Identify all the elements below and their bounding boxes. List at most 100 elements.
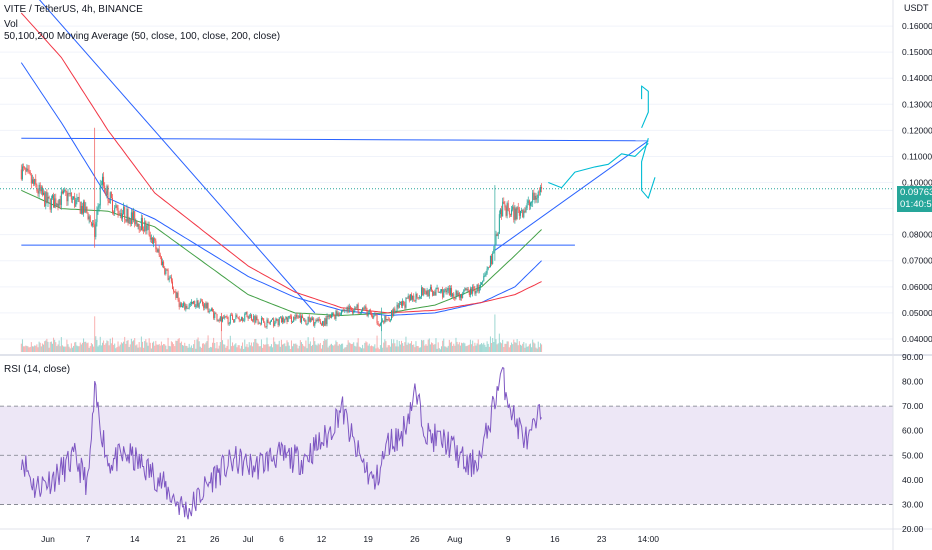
volume-bar xyxy=(477,339,479,352)
volume-bar xyxy=(236,347,238,352)
candle-body xyxy=(225,316,227,318)
volume-bar xyxy=(419,347,421,352)
volume-bar xyxy=(363,348,365,352)
volume-bar xyxy=(260,339,262,352)
volume-bar xyxy=(99,336,101,352)
rsi-axis[interactable]: 20.00 30.00 40.00 50.00 60.00 70.00 80.00 90.00 xyxy=(902,352,924,534)
candle-body xyxy=(305,320,307,325)
candle-body xyxy=(48,196,50,199)
volume-bar xyxy=(508,347,510,352)
candle-body xyxy=(401,301,403,306)
volume-bar xyxy=(451,341,453,352)
candle-body xyxy=(446,290,448,293)
candle-body xyxy=(423,288,425,296)
volume-bar xyxy=(408,343,410,352)
candle-body xyxy=(187,307,189,309)
volume-bar xyxy=(407,342,409,352)
candle-body xyxy=(260,318,262,324)
candle-body xyxy=(266,319,268,327)
candle-body xyxy=(175,291,177,298)
candle-body xyxy=(95,222,97,237)
candle-body xyxy=(297,316,299,318)
candle-body xyxy=(253,316,255,321)
volume-bar xyxy=(155,340,157,352)
volume-bar xyxy=(269,346,271,352)
volume-bar xyxy=(31,346,33,352)
candle-body xyxy=(268,322,270,324)
volume-bar xyxy=(336,342,338,352)
candle-body xyxy=(35,179,37,185)
candle-body xyxy=(202,301,204,305)
candle-body xyxy=(86,206,88,213)
candle-body xyxy=(523,210,525,218)
volume-bar xyxy=(178,338,180,352)
volume-bar xyxy=(429,344,431,352)
ma-legend[interactable]: 50,100,200 Moving Average (50, close, 10… xyxy=(4,31,281,42)
volume-bar xyxy=(148,338,150,352)
volume-bar xyxy=(428,338,430,352)
rsi-tick-label: 70.00 xyxy=(902,401,924,411)
volume-bar xyxy=(226,345,228,352)
volume-bar xyxy=(417,346,419,352)
price-axis[interactable]: 0.040000.050000.060000.070000.080000.090… xyxy=(902,21,932,344)
candle-body xyxy=(374,314,376,316)
volume-bar xyxy=(48,347,50,352)
volume-bar xyxy=(214,342,216,352)
candle-body xyxy=(498,214,500,234)
volume-bar xyxy=(491,343,493,352)
candle-body xyxy=(193,301,195,304)
candle-body xyxy=(27,168,29,171)
volume-bar xyxy=(286,340,288,352)
volume-bar xyxy=(95,336,97,352)
volume-bar xyxy=(501,343,503,352)
volume-bar xyxy=(279,346,281,352)
candle-body xyxy=(128,218,130,224)
candle-body xyxy=(67,193,69,202)
candle-body xyxy=(147,224,149,226)
volume-bar xyxy=(131,341,133,352)
volume-bar xyxy=(297,348,299,352)
volume-bar xyxy=(442,340,444,352)
candle-body xyxy=(45,192,47,207)
volume-bar xyxy=(165,345,167,352)
candle-body xyxy=(422,287,424,296)
candle-body xyxy=(88,216,90,220)
candle-body xyxy=(514,208,516,220)
candle-body xyxy=(189,304,191,305)
candle-body xyxy=(385,316,387,321)
candle-body xyxy=(329,315,331,318)
candle-body xyxy=(33,179,35,184)
candle-body xyxy=(494,244,496,250)
candle-body xyxy=(471,288,473,294)
candle-body xyxy=(23,166,25,168)
volume-bar xyxy=(138,341,140,352)
symbol-legend[interactable]: VITE / TetherUS, 4h, BINANCE xyxy=(4,4,143,15)
price-tick-label: 0.15000 xyxy=(902,47,932,57)
candle-body xyxy=(108,200,110,203)
forecast-sketch[interactable] xyxy=(548,85,656,199)
volume-bar xyxy=(423,339,425,352)
candle-body xyxy=(117,207,119,215)
candle-body xyxy=(405,297,407,308)
candle-body xyxy=(230,315,232,316)
candle-body xyxy=(518,209,520,216)
volume-bar xyxy=(228,349,230,352)
candle-body xyxy=(524,210,526,212)
candle-body xyxy=(394,308,396,314)
candle-body xyxy=(332,313,334,315)
volume-bar xyxy=(374,344,376,352)
volume-bar xyxy=(121,343,123,352)
candle-body xyxy=(210,308,212,311)
drawing-lines[interactable] xyxy=(21,0,649,314)
candle-body xyxy=(324,318,326,326)
volume-bar xyxy=(437,342,439,352)
rsi-legend[interactable]: RSI (14, close) xyxy=(4,364,71,375)
candle-body xyxy=(529,202,531,206)
volume-legend[interactable]: Vol xyxy=(4,19,18,30)
candlesticks[interactable] xyxy=(20,127,543,332)
candle-body xyxy=(64,190,66,191)
volume-bar xyxy=(376,335,378,352)
time-axis[interactable]: Jun 7 14 21 26 Jul 6 12 19 26 Aug 9 16 23 14:00 xyxy=(41,534,659,544)
volume-bar xyxy=(50,341,52,352)
